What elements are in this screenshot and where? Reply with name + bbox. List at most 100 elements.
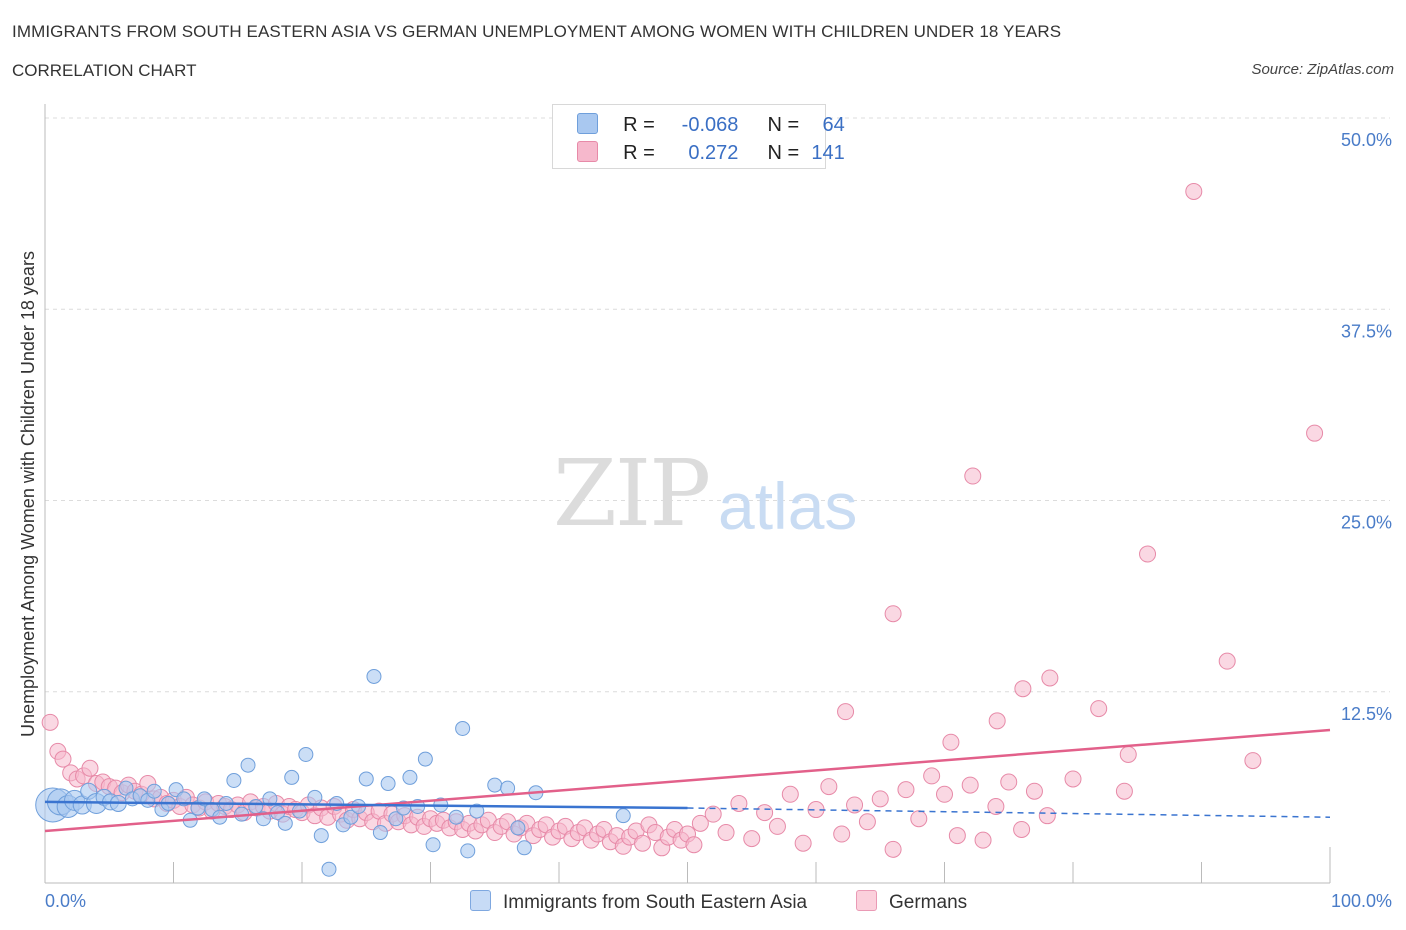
- source-note: Source: ZipAtlas.com: [1251, 61, 1394, 78]
- trend-line-immigrants-extension: [687, 807, 1331, 818]
- data-point-germans: [987, 798, 1005, 815]
- legend-r-value: -0.068: [681, 114, 739, 136]
- data-point-immigrants: [343, 809, 359, 825]
- legend-n-label: N =: [767, 142, 800, 164]
- data-point-germans: [988, 712, 1006, 730]
- data-point-germans: [1041, 669, 1059, 687]
- data-point-immigrants: [284, 769, 300, 785]
- tick-labels: 12.5% 25.0% 37.5% 50.0% 0.0% 100.0%: [45, 130, 1392, 911]
- data-point-immigrants: [372, 825, 388, 841]
- data-point-germans: [820, 778, 838, 796]
- data-point-germans: [1306, 424, 1324, 442]
- legend-swatch-pink: [577, 141, 598, 162]
- data-point-germans: [964, 467, 982, 485]
- data-point-germans: [1139, 545, 1157, 563]
- chart-title: IMMIGRANTS FROM SOUTH EASTERN ASIA VS GE…: [12, 22, 1062, 41]
- data-point-immigrants: [455, 720, 471, 736]
- data-point-immigrants: [298, 746, 314, 762]
- gridlines: [45, 117, 1390, 693]
- data-point-immigrants: [146, 783, 162, 799]
- data-point-immigrants: [248, 799, 264, 814]
- legend-r-label: R =: [623, 114, 655, 136]
- bottom-legend-label: Immigrants from South Eastern Asia: [503, 892, 808, 913]
- data-point-immigrants: [516, 840, 532, 856]
- y-tick-label: 25.0%: [1341, 513, 1392, 533]
- data-point-germans: [1038, 807, 1056, 825]
- data-point-immigrants: [226, 772, 242, 788]
- y-tick-label: 37.5%: [1341, 321, 1392, 341]
- y-tick-label: 12.5%: [1341, 704, 1392, 724]
- data-point-immigrants: [366, 668, 382, 684]
- data-point-germans: [41, 713, 59, 731]
- series-germans: [41, 182, 1324, 858]
- data-point-immigrants: [615, 808, 631, 824]
- data-point-germans: [756, 804, 774, 822]
- stats-legend: R = -0.068 N = 64 R = 0.272 N = 141: [552, 104, 845, 169]
- data-point-immigrants: [380, 776, 396, 792]
- watermark-atlas: atlas: [718, 469, 858, 543]
- y-tick-label: 50.0%: [1341, 130, 1392, 150]
- data-point-immigrants: [358, 771, 374, 787]
- trend-line-immigrants: [44, 800, 688, 810]
- legend-swatch-blue: [577, 113, 598, 134]
- data-point-germans: [1064, 770, 1082, 788]
- legend-row-germans: R = 0.272 N = 141: [577, 141, 845, 165]
- data-point-germans: [936, 785, 953, 803]
- data-point-germans: [704, 805, 722, 823]
- axes: [44, 104, 1331, 884]
- data-point-germans: [1013, 820, 1031, 838]
- bottom-legend-immigrants: Immigrants from South Eastern Asia: [470, 890, 807, 914]
- data-point-germans: [768, 817, 786, 835]
- series-immigrants-se-asia: [35, 668, 631, 877]
- data-point-immigrants: [313, 828, 329, 844]
- legend-n-value: 64: [822, 114, 845, 136]
- data-point-germans: [923, 767, 941, 785]
- data-point-germans: [1115, 782, 1133, 800]
- bottom-legend-germans: Germans: [856, 890, 967, 914]
- data-point-germans: [897, 781, 915, 799]
- data-point-germans: [54, 750, 72, 768]
- data-point-germans: [1000, 773, 1018, 791]
- bottom-legend-label: Germans: [889, 892, 968, 913]
- data-point-immigrants: [417, 751, 433, 767]
- legend-row-immigrants: R = -0.068 N = 64: [577, 113, 845, 137]
- data-point-immigrants: [510, 820, 526, 836]
- legend-r-value: 0.272: [682, 142, 739, 164]
- data-point-germans: [871, 790, 889, 808]
- data-point-immigrants: [277, 815, 293, 831]
- data-point-germans: [1119, 745, 1137, 763]
- data-point-germans: [942, 733, 960, 751]
- data-point-immigrants: [448, 809, 464, 825]
- bottom-legend-swatch-pink: [856, 890, 877, 911]
- data-point-germans: [846, 796, 864, 814]
- legend-r-label: R =: [623, 142, 655, 164]
- trend-lines: [44, 728, 1331, 833]
- data-point-germans: [961, 776, 979, 794]
- data-point-immigrants: [425, 837, 441, 853]
- data-point-germans: [781, 785, 799, 803]
- data-point-germans: [884, 840, 902, 858]
- data-point-immigrants: [402, 769, 418, 785]
- data-point-immigrants: [240, 757, 256, 773]
- data-point-germans: [1244, 752, 1262, 770]
- data-point-germans: [974, 831, 992, 849]
- legend-n-label: N =: [767, 114, 800, 136]
- data-point-immigrants: [469, 803, 485, 819]
- data-point-germans: [691, 814, 709, 832]
- legend-n-value: 141: [811, 142, 845, 164]
- data-point-germans: [1025, 782, 1043, 800]
- data-point-germans: [1014, 680, 1032, 698]
- data-point-immigrants: [307, 789, 323, 805]
- data-point-germans: [1185, 182, 1203, 200]
- x-tick-label: 100.0%: [1331, 891, 1392, 911]
- data-point-germans: [743, 830, 761, 848]
- watermark-zip: ZIP: [553, 440, 711, 547]
- data-point-immigrants: [388, 811, 404, 827]
- data-point-germans: [634, 834, 652, 852]
- data-point-immigrants: [321, 861, 337, 877]
- chart-subtitle: CORRELATION CHART: [12, 61, 197, 80]
- data-point-germans: [730, 794, 748, 812]
- data-point-germans: [858, 813, 876, 831]
- x-tick-label: 0.0%: [45, 891, 86, 911]
